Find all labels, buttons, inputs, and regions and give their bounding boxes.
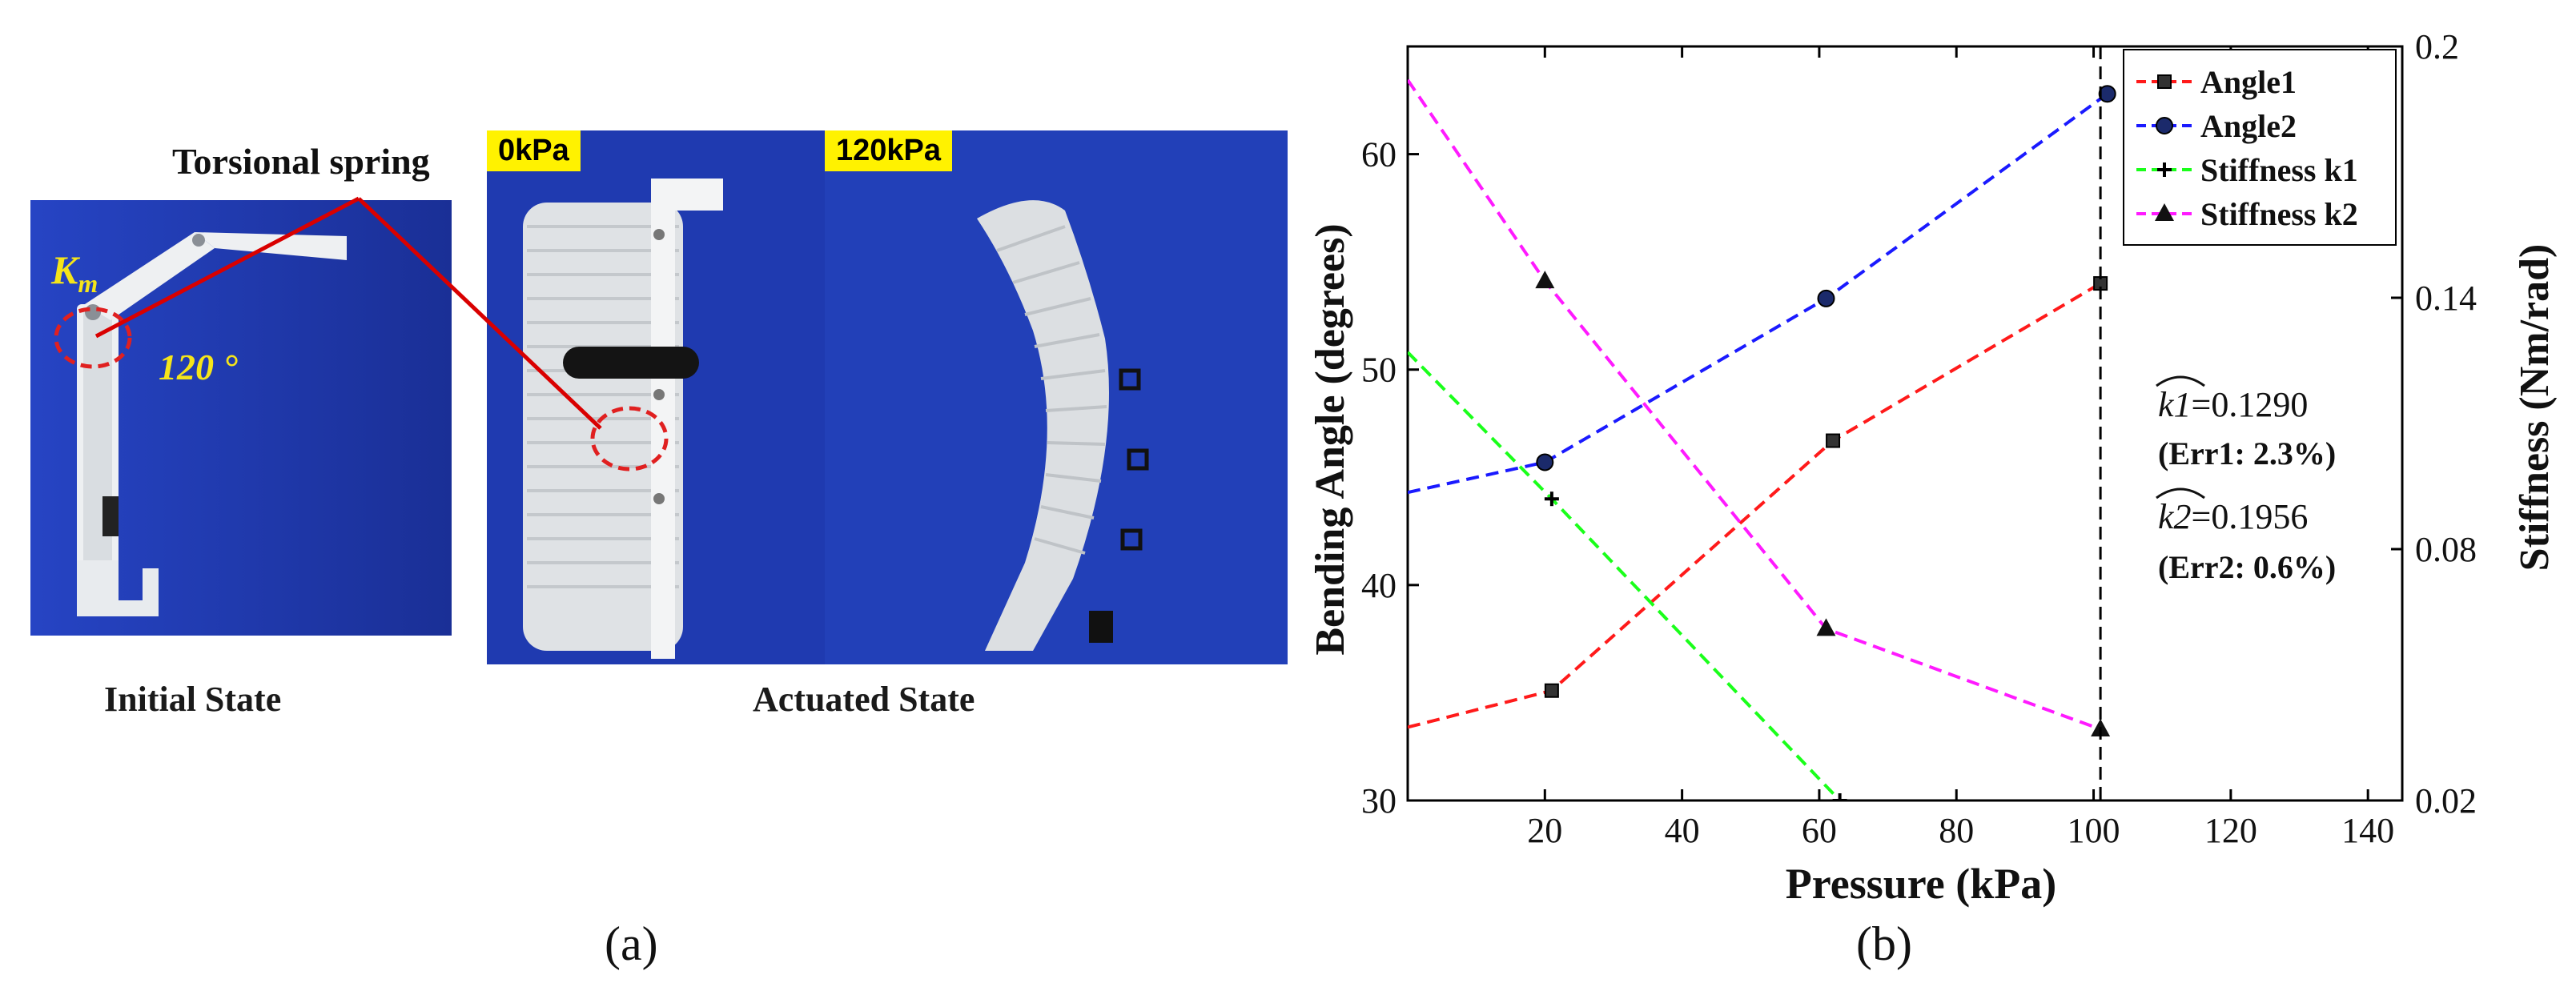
initial-spring-marker: [54, 307, 132, 369]
x-axis-label: Pressure (kPa): [1786, 860, 2056, 908]
initial-finger-illustration: [30, 200, 452, 636]
tag-120kpa: 120kPa: [825, 130, 953, 171]
x-tick-label: 100: [2068, 811, 2120, 850]
y2-tick-label: 0.08: [2415, 530, 2477, 569]
torsional-spring-callout-lines: [94, 196, 602, 430]
y2-axis-label: Stiffness (Nm/rad): [2512, 244, 2558, 572]
data-point-angle2: [2098, 85, 2116, 103]
legend-label: Stiffness k1: [2200, 152, 2358, 188]
angle-120-label: 120 °: [159, 347, 238, 387]
y-tick-label: 30: [1361, 781, 1397, 820]
tag-0kpa: 0kPa: [487, 130, 581, 171]
x-tick-label: 40: [1665, 811, 1700, 850]
x-tick-label: 20: [1527, 811, 1562, 850]
y-tick-label: 50: [1361, 351, 1397, 390]
x-tick-label: 60: [1802, 811, 1837, 850]
series-line-stiffness-k1: [1408, 351, 1842, 800]
legend-marker: [2155, 203, 2174, 221]
data-point-angle1: [1544, 683, 1559, 698]
k2-annotation: k2=0.1956: [2158, 497, 2308, 536]
plot-frame: [1406, 45, 2404, 802]
actuated-0kpa-photo: [487, 130, 825, 664]
data-point-angle2: [1817, 289, 1835, 307]
x-tick-label: 80: [1939, 811, 1974, 850]
series-line-angle1: [1408, 282, 2102, 729]
actuated-0kpa-illustration: [487, 130, 825, 664]
y2-tick-label: 0.2: [2415, 27, 2459, 66]
y-tick-label: 60: [1361, 135, 1397, 175]
legend-label: Angle1: [2200, 64, 2297, 100]
data-point-angle2: [1536, 453, 1554, 471]
series-line-angle2: [1408, 92, 2108, 495]
k1-annotation-hat: [2156, 375, 2205, 387]
legend-label: Stiffness k2: [2200, 196, 2358, 232]
data-point-stiffness-k1: [1832, 793, 1847, 800]
stiffness-angle-chart: 20 40 60 80 100 120 140 30 40 50 60 0.02 0.08 0.14 0.2…: [1308, 27, 2558, 908]
torsional-spring-label: Torsional spring: [172, 141, 430, 182]
x-tick-label: 140: [2341, 811, 2394, 850]
panel-a-label: (a): [605, 917, 658, 970]
actuated-state-caption: Actuated State: [753, 680, 975, 719]
y2-tick-label: 0.02: [2415, 781, 2477, 820]
data-point-stiffness-k1: [1544, 491, 1559, 507]
data-point-stiffness-k2: [1535, 271, 1555, 289]
km-label: Km: [51, 247, 98, 298]
err2-annotation: (Err2: 0.6%): [2158, 549, 2336, 585]
initial-state-photo: [30, 200, 452, 636]
data-point-stiffness-k2: [1816, 618, 1836, 636]
series-line-stiffness-k2: [1408, 78, 2101, 731]
actuated-120kpa-illustration: [825, 130, 1288, 664]
k2-annotation-hat: [2156, 487, 2205, 500]
err1-annotation: (Err1: 2.3%): [2158, 435, 2336, 471]
series-lines: [1408, 78, 2116, 800]
panel-b-label: (b): [1856, 917, 1912, 970]
k1-annotation: k1=0.1290: [2158, 385, 2308, 424]
legend-marker: [2157, 162, 2172, 177]
actuated-120kpa-photo: [825, 130, 1288, 664]
legend-label: Angle2: [2200, 108, 2297, 144]
y-axis-label: Bending Angle (degrees): [1308, 223, 1353, 655]
y2-tick-label: 0.14: [2415, 279, 2477, 318]
legend-marker: [2157, 74, 2172, 89]
legend-marker: [2156, 117, 2173, 134]
data-point-angle1: [1826, 433, 1841, 448]
y-tick-label: 40: [1361, 566, 1397, 605]
x-tick-label: 120: [2204, 811, 2257, 850]
initial-state-caption: Initial State: [104, 680, 282, 719]
